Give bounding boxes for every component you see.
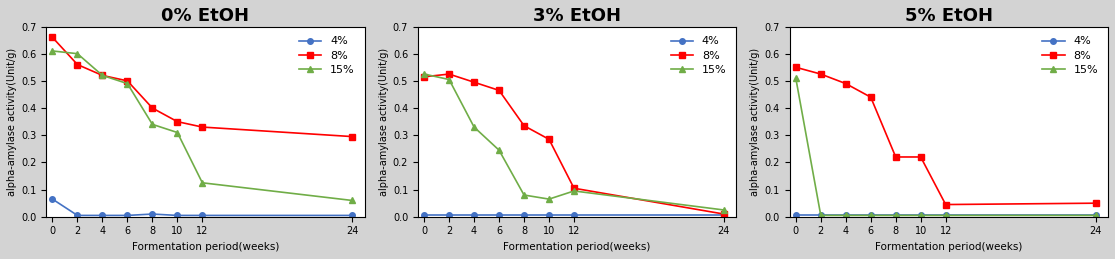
8% (443, 73, 456, 76)
4% (467, 214, 481, 217)
8% (195, 126, 209, 129)
Title: 3% EtOH: 3% EtOH (533, 7, 621, 25)
8% (864, 96, 878, 99)
15% (46, 49, 59, 53)
4% (46, 198, 59, 201)
8% (542, 138, 555, 141)
4% (146, 212, 159, 215)
4% (939, 214, 952, 217)
Legend: 4%, 8%, 15%: 4%, 8%, 15% (1038, 32, 1103, 80)
X-axis label: Formentation period(weeks): Formentation period(weeks) (504, 242, 651, 252)
15% (467, 126, 481, 129)
4% (96, 214, 109, 217)
8% (814, 73, 827, 76)
8% (417, 75, 430, 78)
4% (443, 214, 456, 217)
4% (195, 214, 209, 217)
Y-axis label: alpha-amylase activity(Unit/g): alpha-amylase activity(Unit/g) (379, 48, 389, 196)
8% (493, 89, 506, 92)
Line: 15%: 15% (421, 71, 727, 213)
15% (568, 189, 581, 192)
4% (171, 214, 184, 217)
Y-axis label: alpha-amylase activity(Unit/g): alpha-amylase activity(Unit/g) (7, 48, 17, 196)
15% (417, 73, 430, 76)
4% (864, 214, 878, 217)
15% (346, 199, 359, 202)
4% (568, 214, 581, 217)
8% (840, 82, 853, 85)
Line: 8%: 8% (50, 35, 355, 139)
8% (120, 79, 134, 82)
X-axis label: Formentation period(weeks): Formentation period(weeks) (132, 242, 279, 252)
15% (889, 214, 902, 217)
8% (96, 74, 109, 77)
4% (120, 214, 134, 217)
8% (171, 120, 184, 123)
15% (171, 131, 184, 134)
8% (146, 106, 159, 110)
4% (1089, 214, 1103, 217)
15% (814, 214, 827, 217)
4% (417, 214, 430, 217)
X-axis label: Formentation period(weeks): Formentation period(weeks) (875, 242, 1022, 252)
15% (146, 123, 159, 126)
Line: 4%: 4% (793, 213, 1098, 218)
8% (568, 187, 581, 190)
15% (717, 208, 730, 212)
4% (717, 214, 730, 217)
15% (864, 214, 878, 217)
8% (70, 63, 84, 66)
Legend: 4%, 8%, 15%: 4%, 8%, 15% (666, 32, 730, 80)
Line: 4%: 4% (50, 196, 355, 218)
8% (1089, 202, 1103, 205)
4% (840, 214, 853, 217)
8% (517, 124, 531, 127)
8% (789, 66, 803, 69)
8% (914, 155, 928, 159)
4% (814, 214, 827, 217)
15% (789, 77, 803, 80)
4% (70, 214, 84, 217)
4% (346, 214, 359, 217)
Title: 5% EtOH: 5% EtOH (904, 7, 992, 25)
8% (889, 155, 902, 159)
4% (493, 214, 506, 217)
15% (840, 214, 853, 217)
15% (120, 82, 134, 85)
15% (70, 52, 84, 55)
Title: 0% EtOH: 0% EtOH (162, 7, 250, 25)
8% (939, 203, 952, 206)
Line: 8%: 8% (793, 64, 1098, 207)
8% (346, 135, 359, 138)
15% (914, 214, 928, 217)
Y-axis label: alpha-amylase activity(Unit/g): alpha-amylase activity(Unit/g) (750, 48, 760, 196)
Line: 15%: 15% (793, 75, 1098, 218)
4% (517, 214, 531, 217)
15% (195, 181, 209, 184)
15% (1089, 214, 1103, 217)
15% (517, 193, 531, 197)
15% (443, 78, 456, 81)
Line: 15%: 15% (50, 48, 355, 203)
4% (542, 214, 555, 217)
15% (493, 149, 506, 152)
15% (96, 74, 109, 77)
15% (542, 198, 555, 201)
8% (467, 81, 481, 84)
4% (889, 214, 902, 217)
Line: 8%: 8% (421, 71, 727, 217)
4% (914, 214, 928, 217)
15% (939, 214, 952, 217)
Line: 4%: 4% (421, 213, 727, 218)
4% (789, 214, 803, 217)
8% (46, 36, 59, 39)
Legend: 4%, 8%, 15%: 4%, 8%, 15% (294, 32, 359, 80)
8% (717, 212, 730, 215)
